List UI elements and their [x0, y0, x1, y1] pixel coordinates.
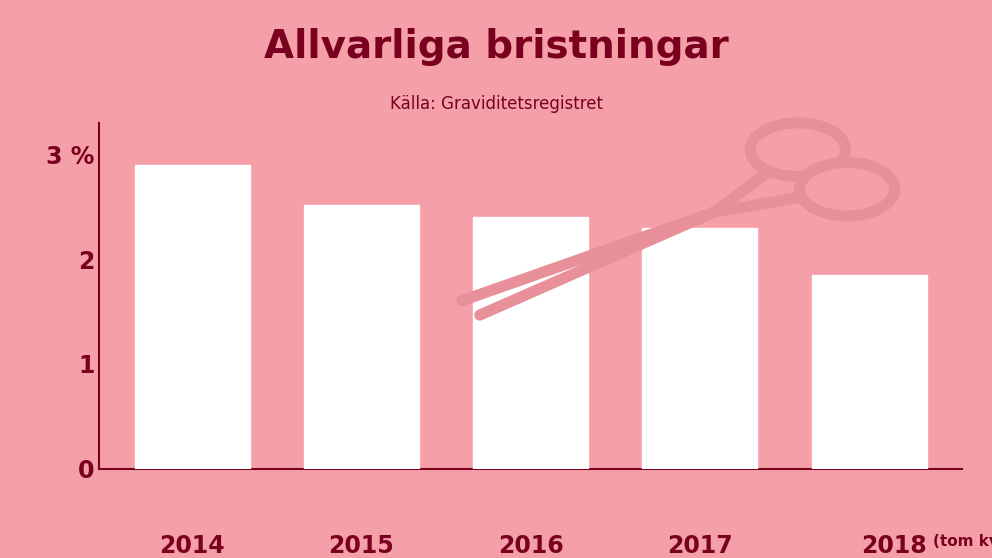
Text: 2018: 2018 — [861, 535, 927, 558]
Bar — [811, 275, 927, 469]
Text: Allvarliga bristningar: Allvarliga bristningar — [264, 28, 728, 66]
Bar — [304, 205, 419, 469]
Bar — [643, 228, 758, 469]
Text: 2017: 2017 — [667, 535, 733, 558]
Text: 2016: 2016 — [498, 535, 563, 558]
Text: 2014: 2014 — [160, 535, 225, 558]
Bar — [473, 217, 588, 469]
Circle shape — [800, 162, 895, 216]
Circle shape — [750, 123, 845, 176]
Text: Källa: Graviditetsregistret: Källa: Graviditetsregistret — [390, 95, 602, 113]
Bar — [135, 165, 250, 469]
Text: (tom kvartal 3): (tom kvartal 3) — [933, 535, 992, 550]
Text: 2015: 2015 — [328, 535, 395, 558]
